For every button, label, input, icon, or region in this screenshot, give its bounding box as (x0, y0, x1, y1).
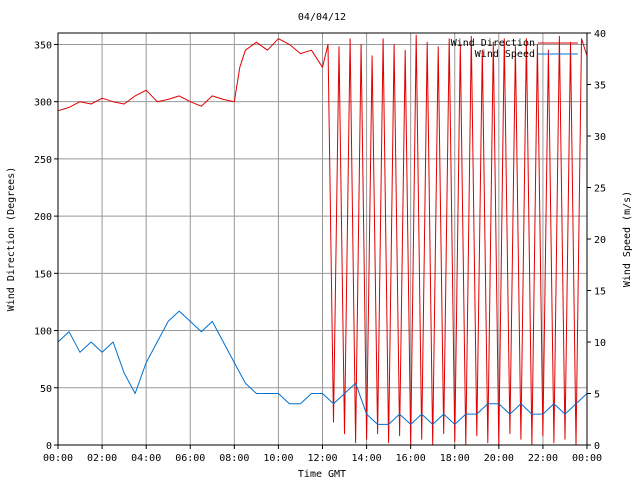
left-tick-label: 200 (34, 212, 52, 223)
right-axis-title: Wind Speed (m/s) (622, 191, 633, 287)
right-tick-label: 35 (594, 81, 606, 92)
left-tick-label: 150 (34, 269, 52, 280)
left-tick-label: 0 (46, 441, 52, 452)
x-tick-label: 08:00 (219, 453, 249, 464)
x-tick-label: 20:00 (484, 453, 514, 464)
right-tick-label: 40 (594, 29, 606, 40)
x-tick-label: 22:00 (528, 453, 558, 464)
x-tick-label: 02:00 (87, 453, 117, 464)
right-tick-labels: 0 5 10 15 20 25 30 35 40 (594, 29, 606, 452)
x-tick-label: 06:00 (175, 453, 205, 464)
right-tick-label: 30 (594, 132, 606, 143)
chart-title: 04/04/12 (298, 12, 346, 23)
x-tick-label: 00:00 (572, 453, 602, 464)
legend-label-wind-speed: Wind Speed (475, 49, 535, 60)
x-tick-label: 14:00 (352, 453, 382, 464)
x-tick-label: 04:00 (131, 453, 161, 464)
x-axis-title: Time GMT (298, 469, 346, 480)
right-tick-label: 25 (594, 184, 606, 195)
series-line-wind-speed (57, 310, 588, 425)
tick-marks (54, 32, 591, 449)
right-tick-label: 20 (594, 235, 606, 246)
x-tick-labels: 00:00 02:00 04:00 06:00 08:00 10:00 12:00 14:00… (43, 453, 602, 464)
right-tick-label: 15 (594, 287, 606, 298)
right-tick-label: 0 (594, 441, 600, 452)
legend: Wind Direction Wind Speed (451, 38, 578, 60)
left-tick-label: 350 (34, 40, 52, 51)
grid (58, 33, 587, 445)
right-tick-label: 5 (594, 390, 600, 401)
legend-label-wind-direction: Wind Direction (451, 38, 535, 49)
right-tick-label: 10 (594, 338, 606, 349)
x-tick-label: 12:00 (307, 453, 337, 464)
left-tick-label: 300 (34, 98, 52, 109)
left-tick-label: 250 (34, 155, 52, 166)
left-axis-title: Wind Direction (Degrees) (6, 167, 17, 312)
x-tick-label: 16:00 (396, 453, 426, 464)
left-tick-labels: 0 50 100 150 200 250 300 350 (34, 40, 52, 452)
left-tick-label: 100 (34, 327, 52, 338)
series-layer (57, 34, 588, 446)
series-line-wind-direction (57, 34, 588, 446)
x-tick-label: 00:00 (43, 453, 73, 464)
x-tick-label: 10:00 (263, 453, 293, 464)
left-tick-label: 50 (40, 384, 52, 395)
x-tick-label: 18:00 (440, 453, 470, 464)
